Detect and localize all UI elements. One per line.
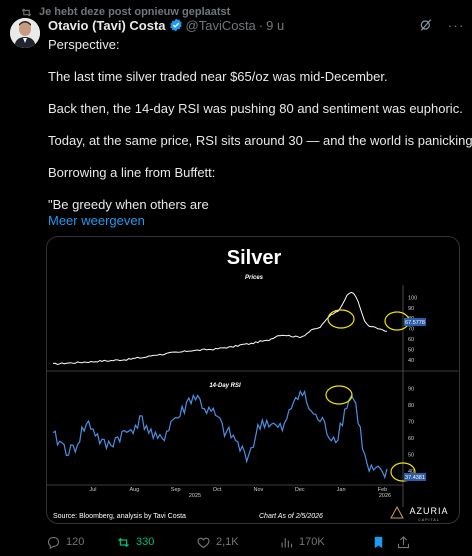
action-bar: 120 330 2,1K 170K — [46, 532, 460, 552]
month-tick-label: Jan — [337, 487, 346, 493]
bookmark-icon — [374, 536, 383, 548]
rsi-axis: 90 80 70 60 50 40 — [408, 386, 414, 474]
highlight-circle-dec-price — [327, 309, 355, 329]
year-label-2025: 2025 — [189, 493, 201, 499]
tweet-line: "Be greedy when others are — [48, 197, 209, 212]
month-axis: Jul Aug Sep Oct Nov Dec Jan Feb — [89, 487, 387, 493]
tweet-line: Perspective: — [48, 37, 120, 52]
views-icon — [281, 537, 293, 547]
share-icon — [397, 535, 410, 548]
month-tick-label: Sep — [171, 487, 181, 493]
price-tick-label: 50 — [408, 347, 414, 353]
reply-icon — [47, 536, 60, 549]
reply-count: 120 — [66, 536, 85, 548]
month-tick-label: Jul — [89, 487, 96, 493]
author-name[interactable]: Otavio (Tavi) Costa — [48, 17, 166, 33]
repost-button[interactable]: 330 — [116, 535, 196, 550]
rsi-tick-label: 50 — [408, 452, 414, 458]
month-tick-label: Feb — [378, 487, 387, 493]
tweet-text: Perspective: The last time silver traded… — [48, 37, 472, 229]
year-label-2026: 2026 — [379, 493, 391, 499]
price-tick-label: 100 — [408, 295, 417, 301]
views-button[interactable]: 170K — [279, 535, 371, 550]
bookmark-button[interactable] — [371, 535, 396, 550]
chart-title: Silver — [227, 247, 282, 269]
rsi-last-value: 37.4381 — [405, 475, 425, 481]
price-last-value: 67.5778 — [405, 320, 425, 326]
price-line — [52, 291, 388, 366]
month-tick-label: Oct — [213, 487, 222, 493]
grok-icon[interactable] — [418, 17, 434, 33]
tweet-line: Today, at the same price, RSI sits aroun… — [48, 133, 472, 148]
views-count: 170K — [299, 536, 325, 548]
highlight-circle-dec-rsi — [325, 385, 353, 405]
verified-badge-icon — [169, 18, 182, 32]
highlight-circle-feb-rsi — [390, 462, 416, 482]
author-handle[interactable]: @TaviCosta — [185, 17, 256, 33]
brand-name: AZURIA — [409, 506, 448, 516]
month-tick-label: Nov — [254, 487, 264, 493]
reply-button[interactable]: 120 — [46, 535, 116, 550]
silver-chart: Silver Prices 100 90 80 70 60 50 40 67.5778 14… — [47, 247, 459, 522]
tweet-line: Back then, the 14-day RSI was pushing 80… — [48, 101, 463, 116]
rsi-tick-label: 60 — [408, 436, 414, 442]
repost-banner: Je hebt deze post opnieuw geplaatst — [20, 4, 230, 20]
price-tick-label: 60 — [408, 337, 414, 343]
heart-icon — [197, 537, 210, 548]
tweet-line: Borrowing a line from Buffett: — [48, 165, 216, 180]
price-last-badge — [404, 318, 426, 326]
chart-source: Source: Bloomberg, analysis by Tavi Cost… — [53, 513, 186, 520]
like-count: 2,1K — [216, 536, 239, 548]
repost-banner-text: Je hebt deze post opnieuw geplaatst — [39, 6, 231, 18]
post-time[interactable]: 9 u — [266, 17, 285, 33]
month-tick-label: Dec — [295, 487, 305, 493]
tweet-line: The last time silver traded near $65/oz … — [48, 69, 388, 84]
price-axis: 100908070605040 — [408, 295, 417, 363]
repost-icon — [21, 7, 32, 17]
price-tick-label: 90 — [408, 306, 414, 312]
chart-asof: Chart As of 2/5/2026 — [259, 513, 323, 520]
rsi-line — [52, 389, 388, 480]
more-options-icon[interactable]: ··· — [447, 17, 465, 33]
price-panel-label: Prices — [245, 275, 264, 281]
rsi-tick-label: 70 — [408, 419, 414, 425]
rsi-last-badge — [404, 473, 426, 481]
chart-image[interactable]: Silver Prices 100 90 80 70 60 50 40 67.5778 14… — [46, 236, 460, 524]
brand-sub: CAPITAL — [418, 518, 439, 522]
azuria-logo-icon — [390, 505, 404, 519]
month-tick-label: Aug — [129, 487, 139, 493]
tweet-header: Otavio (Tavi) Costa @TaviCosta · 9 u ··· — [48, 16, 464, 34]
avatar[interactable] — [10, 18, 40, 48]
price-tick-label: 70 — [408, 327, 414, 333]
rsi-tick-label: 40 — [408, 469, 414, 475]
repost-count: 330 — [136, 536, 155, 548]
rsi-tick-label: 80 — [408, 403, 414, 409]
price-tick-label: 40 — [408, 358, 414, 364]
separator-dot: · — [258, 17, 264, 33]
show-more-link[interactable]: Meer weergeven — [48, 213, 145, 228]
rsi-panel-label: 14-Day RSI — [209, 383, 241, 389]
share-button[interactable] — [396, 535, 416, 550]
repost-icon — [118, 537, 129, 547]
like-button[interactable]: 2,1K — [196, 535, 279, 550]
rsi-tick-label: 90 — [408, 386, 414, 392]
